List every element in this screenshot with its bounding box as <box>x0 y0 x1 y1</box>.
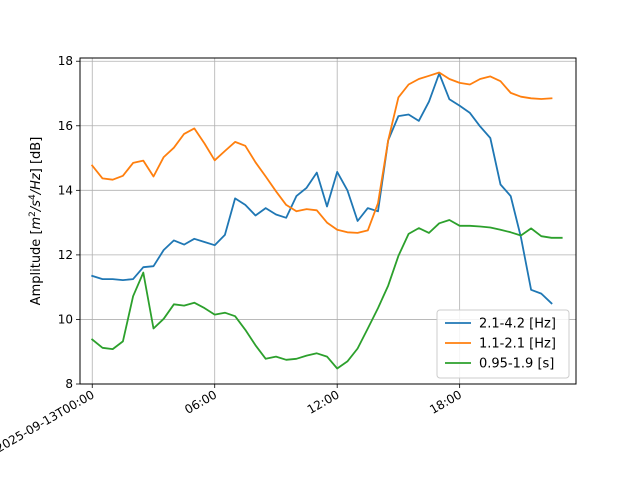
y-tick-label: 14 <box>58 183 73 197</box>
legend: 2.1-4.2 [Hz] 1.1-2.1 [Hz] 0.95-1.9 [s] <box>436 309 570 379</box>
series-line-3 <box>90 219 563 370</box>
series-line-2 <box>90 71 553 234</box>
y-tick-label: 16 <box>58 119 73 133</box>
legend-label-3: 0.95-1.9 [s] <box>479 357 554 372</box>
grid-lines <box>80 58 576 385</box>
plot-frame <box>79 57 577 385</box>
y-tick-label: 18 <box>58 54 73 68</box>
y-tick-label: 10 <box>58 312 73 326</box>
legend-label-2: 1.1-2.1 [Hz] <box>479 337 556 352</box>
y-tick-label: 12 <box>58 248 73 262</box>
legend-box <box>436 309 570 379</box>
y-axis: 8 10 12 14 16 18 <box>58 54 80 391</box>
y-tick-label: 8 <box>65 377 73 391</box>
legend-label-1: 2.1-4.2 [Hz] <box>479 317 556 332</box>
y-axis-label: Amplitude [m2/s4/Hz] [dB] <box>28 137 44 306</box>
series-lines <box>90 71 563 370</box>
series-line-1 <box>91 72 553 305</box>
